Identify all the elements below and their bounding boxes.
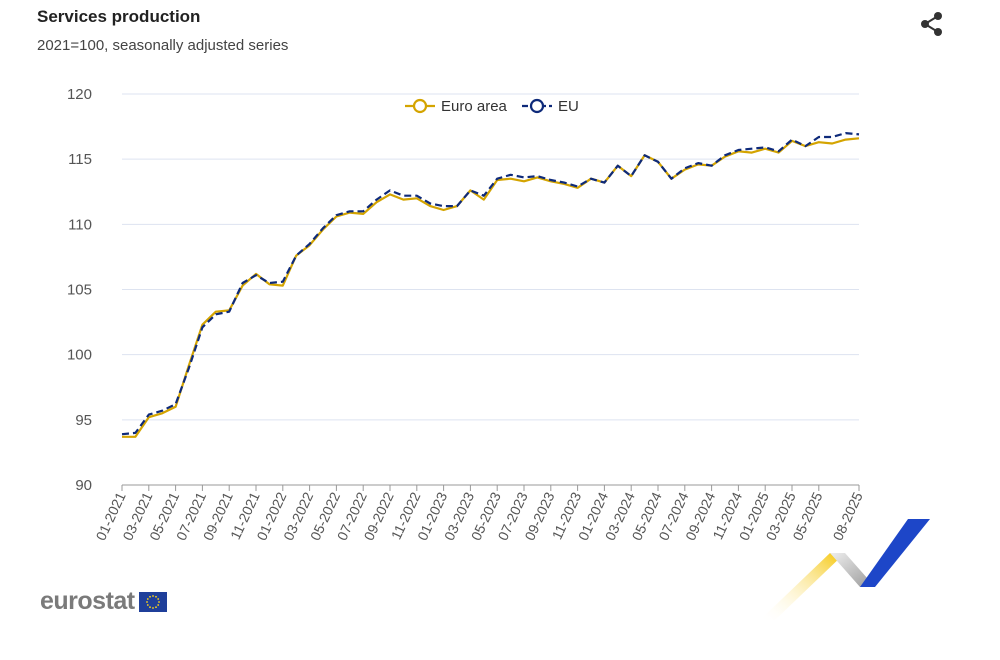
y-tick-label: 105	[67, 282, 92, 299]
chart-subtitle: 2021=100, seasonally adjusted series	[37, 37, 289, 54]
y-tick-label: 110	[68, 216, 92, 233]
y-tick-label: 90	[75, 477, 92, 494]
eurostat-logo: eurostat	[40, 587, 167, 616]
legend-item-eu[interactable]: EU	[558, 98, 579, 115]
series-line-eu	[121, 132, 860, 436]
logo-text: eurostat	[40, 587, 135, 615]
chart-title: Services production	[37, 7, 201, 26]
legend-item-euro-area[interactable]: Euro area	[441, 98, 508, 115]
eu-flag-icon	[138, 591, 167, 612]
legend-marker	[412, 98, 428, 114]
y-tick-label: 100	[67, 347, 92, 364]
y-tick-label: 120	[67, 86, 92, 103]
line-chart: 909510010511011512001-202103-202105-2021…	[67, 86, 866, 543]
share-icon[interactable]	[918, 10, 946, 38]
legend-marker	[529, 98, 545, 114]
decorative-ribbon	[760, 519, 930, 620]
y-tick-label: 115	[68, 151, 92, 168]
y-tick-label: 95	[75, 412, 92, 429]
series-line-euro-area	[122, 137, 860, 438]
